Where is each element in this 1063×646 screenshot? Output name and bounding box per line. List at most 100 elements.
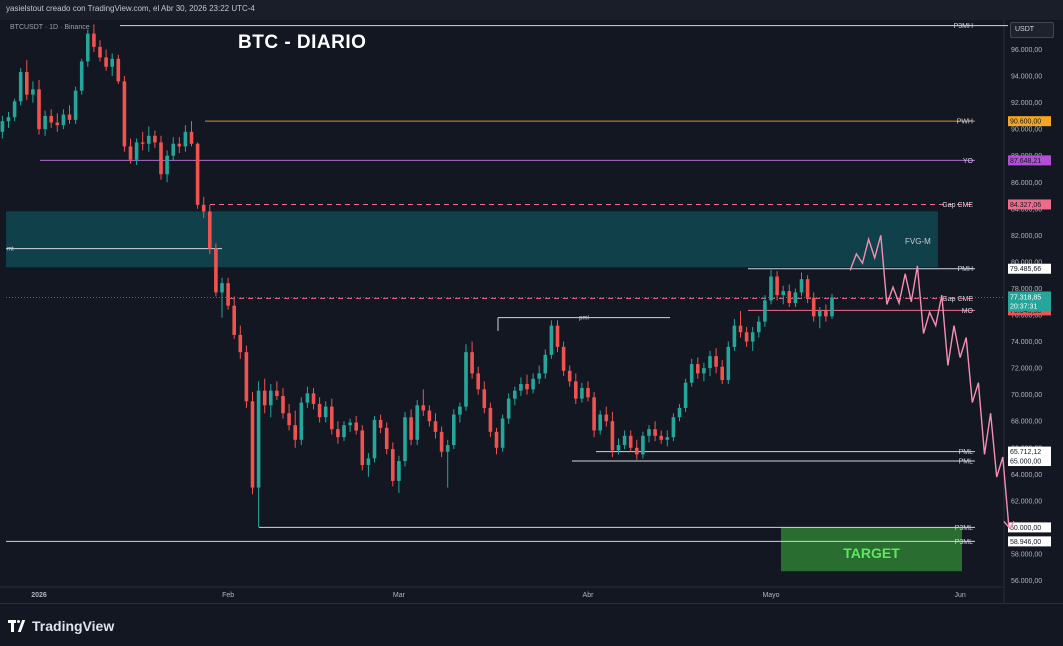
candle-body	[391, 449, 395, 481]
candle-body	[397, 461, 401, 481]
pml-annotation-label: pml	[579, 316, 589, 322]
x-tick-label: 2026	[31, 592, 47, 599]
level-name: Gap CME	[942, 202, 973, 209]
y-tick-label: 84.000,00	[1011, 206, 1042, 213]
price-badge-label: 60.000,00	[1010, 525, 1041, 532]
candle-body	[330, 406, 334, 430]
fvg-zone-label: FVG-M	[905, 237, 931, 246]
candle-body	[43, 115, 47, 130]
x-tick-label: Abr	[583, 592, 595, 599]
candle-body	[18, 72, 23, 102]
last-price-countdown: 20:37:31	[1010, 303, 1037, 310]
y-tick-label: 70.000,00	[1011, 392, 1042, 399]
last-price-label: 77.318,85	[1010, 294, 1041, 301]
candle-body	[12, 101, 17, 118]
candle-body	[738, 325, 743, 333]
attribution-text: yasielstout creado con TradingView.com, …	[6, 4, 255, 13]
y-tick-label: 86.000,00	[1011, 180, 1042, 187]
price-badge	[1008, 446, 1051, 457]
candle-body	[415, 405, 419, 440]
candle-body	[586, 388, 590, 398]
candle-body	[671, 417, 676, 438]
fvg-zone	[6, 211, 938, 268]
candle-body	[580, 388, 584, 399]
candle-body	[641, 435, 645, 455]
candle-body	[635, 447, 639, 455]
tradingview-logo-icon	[8, 620, 28, 632]
price-badge-label: 58.946,00	[1010, 539, 1041, 546]
y-tick-label: 72.000,00	[1011, 366, 1042, 373]
candle-body	[384, 427, 389, 450]
candle-body	[79, 61, 84, 91]
mt-label: mt	[7, 247, 14, 253]
candle-body	[354, 422, 358, 431]
candle-body	[25, 72, 29, 95]
chart-headline: BTC - DIARIO	[238, 32, 367, 53]
candle-body	[49, 115, 53, 123]
y-tick-label: 96.000,00	[1011, 47, 1042, 54]
tradingview-logo[interactable]: TradingView	[8, 618, 114, 634]
candle-body	[250, 401, 255, 488]
candle-body	[153, 135, 157, 143]
candle-body	[232, 305, 236, 335]
candle-body	[201, 204, 206, 212]
x-tick-label: Mayo	[762, 592, 779, 599]
candle-body	[360, 430, 365, 466]
candle-body	[439, 431, 444, 452]
candle-body	[488, 407, 493, 432]
price-badge	[1008, 199, 1051, 210]
candle-body	[592, 397, 596, 431]
x-tick-label: Mar	[393, 592, 406, 599]
candle-body	[348, 422, 352, 426]
price-badge	[1008, 456, 1051, 467]
candle-body	[732, 325, 737, 347]
candle-body	[830, 297, 834, 317]
candle-body	[549, 325, 554, 355]
price-chart[interactable]: 56.000,00 58.000,00 60.000,00 62.000,00 64.0…	[0, 0, 1063, 603]
candle-body	[781, 291, 785, 296]
level-name: PWH	[957, 119, 973, 126]
symbol-label[interactable]: BTCUSDT · 1D · Binance	[10, 24, 90, 31]
candle-body	[531, 378, 535, 390]
candle-body	[287, 413, 291, 426]
candle-body	[147, 135, 151, 144]
candle-body	[409, 417, 413, 440]
candle-body	[689, 364, 694, 383]
candle-body	[775, 276, 779, 296]
currency-selector[interactable]: USDT	[1010, 22, 1054, 38]
candle-body	[159, 142, 163, 175]
candle-body	[818, 311, 822, 317]
candle-body	[208, 211, 212, 249]
candle-body	[104, 57, 108, 67]
candle-body	[696, 364, 700, 374]
candle-body	[616, 445, 621, 451]
price-badge	[1008, 536, 1051, 547]
candle-body	[458, 406, 462, 415]
y-tick-label: 92.000,00	[1011, 100, 1042, 107]
candle-body	[604, 414, 609, 422]
candle-body	[628, 435, 633, 448]
candle-body	[177, 143, 182, 147]
candle-body	[281, 395, 285, 414]
candle-body	[824, 311, 828, 317]
candle-body	[513, 390, 517, 399]
candle-body	[67, 114, 72, 120]
candle-body	[720, 366, 724, 381]
candle-body	[610, 421, 615, 451]
candle-body	[482, 389, 487, 408]
x-tick-label: Feb	[222, 592, 234, 599]
y-tick-label: 80.000,00	[1011, 259, 1042, 266]
candle-body	[665, 437, 670, 440]
level-name: P3ML	[955, 525, 973, 532]
candle-body	[0, 121, 5, 132]
candle-body	[238, 334, 243, 353]
candle-body	[372, 419, 377, 459]
candle-body	[708, 356, 712, 369]
candle-body	[787, 291, 792, 304]
candle-body	[275, 390, 279, 396]
level-name: YO	[963, 158, 974, 165]
candle-body	[653, 429, 657, 436]
candle-body	[73, 90, 78, 120]
candle-body	[122, 81, 127, 147]
y-tick-label: 62.000,00	[1011, 498, 1042, 505]
